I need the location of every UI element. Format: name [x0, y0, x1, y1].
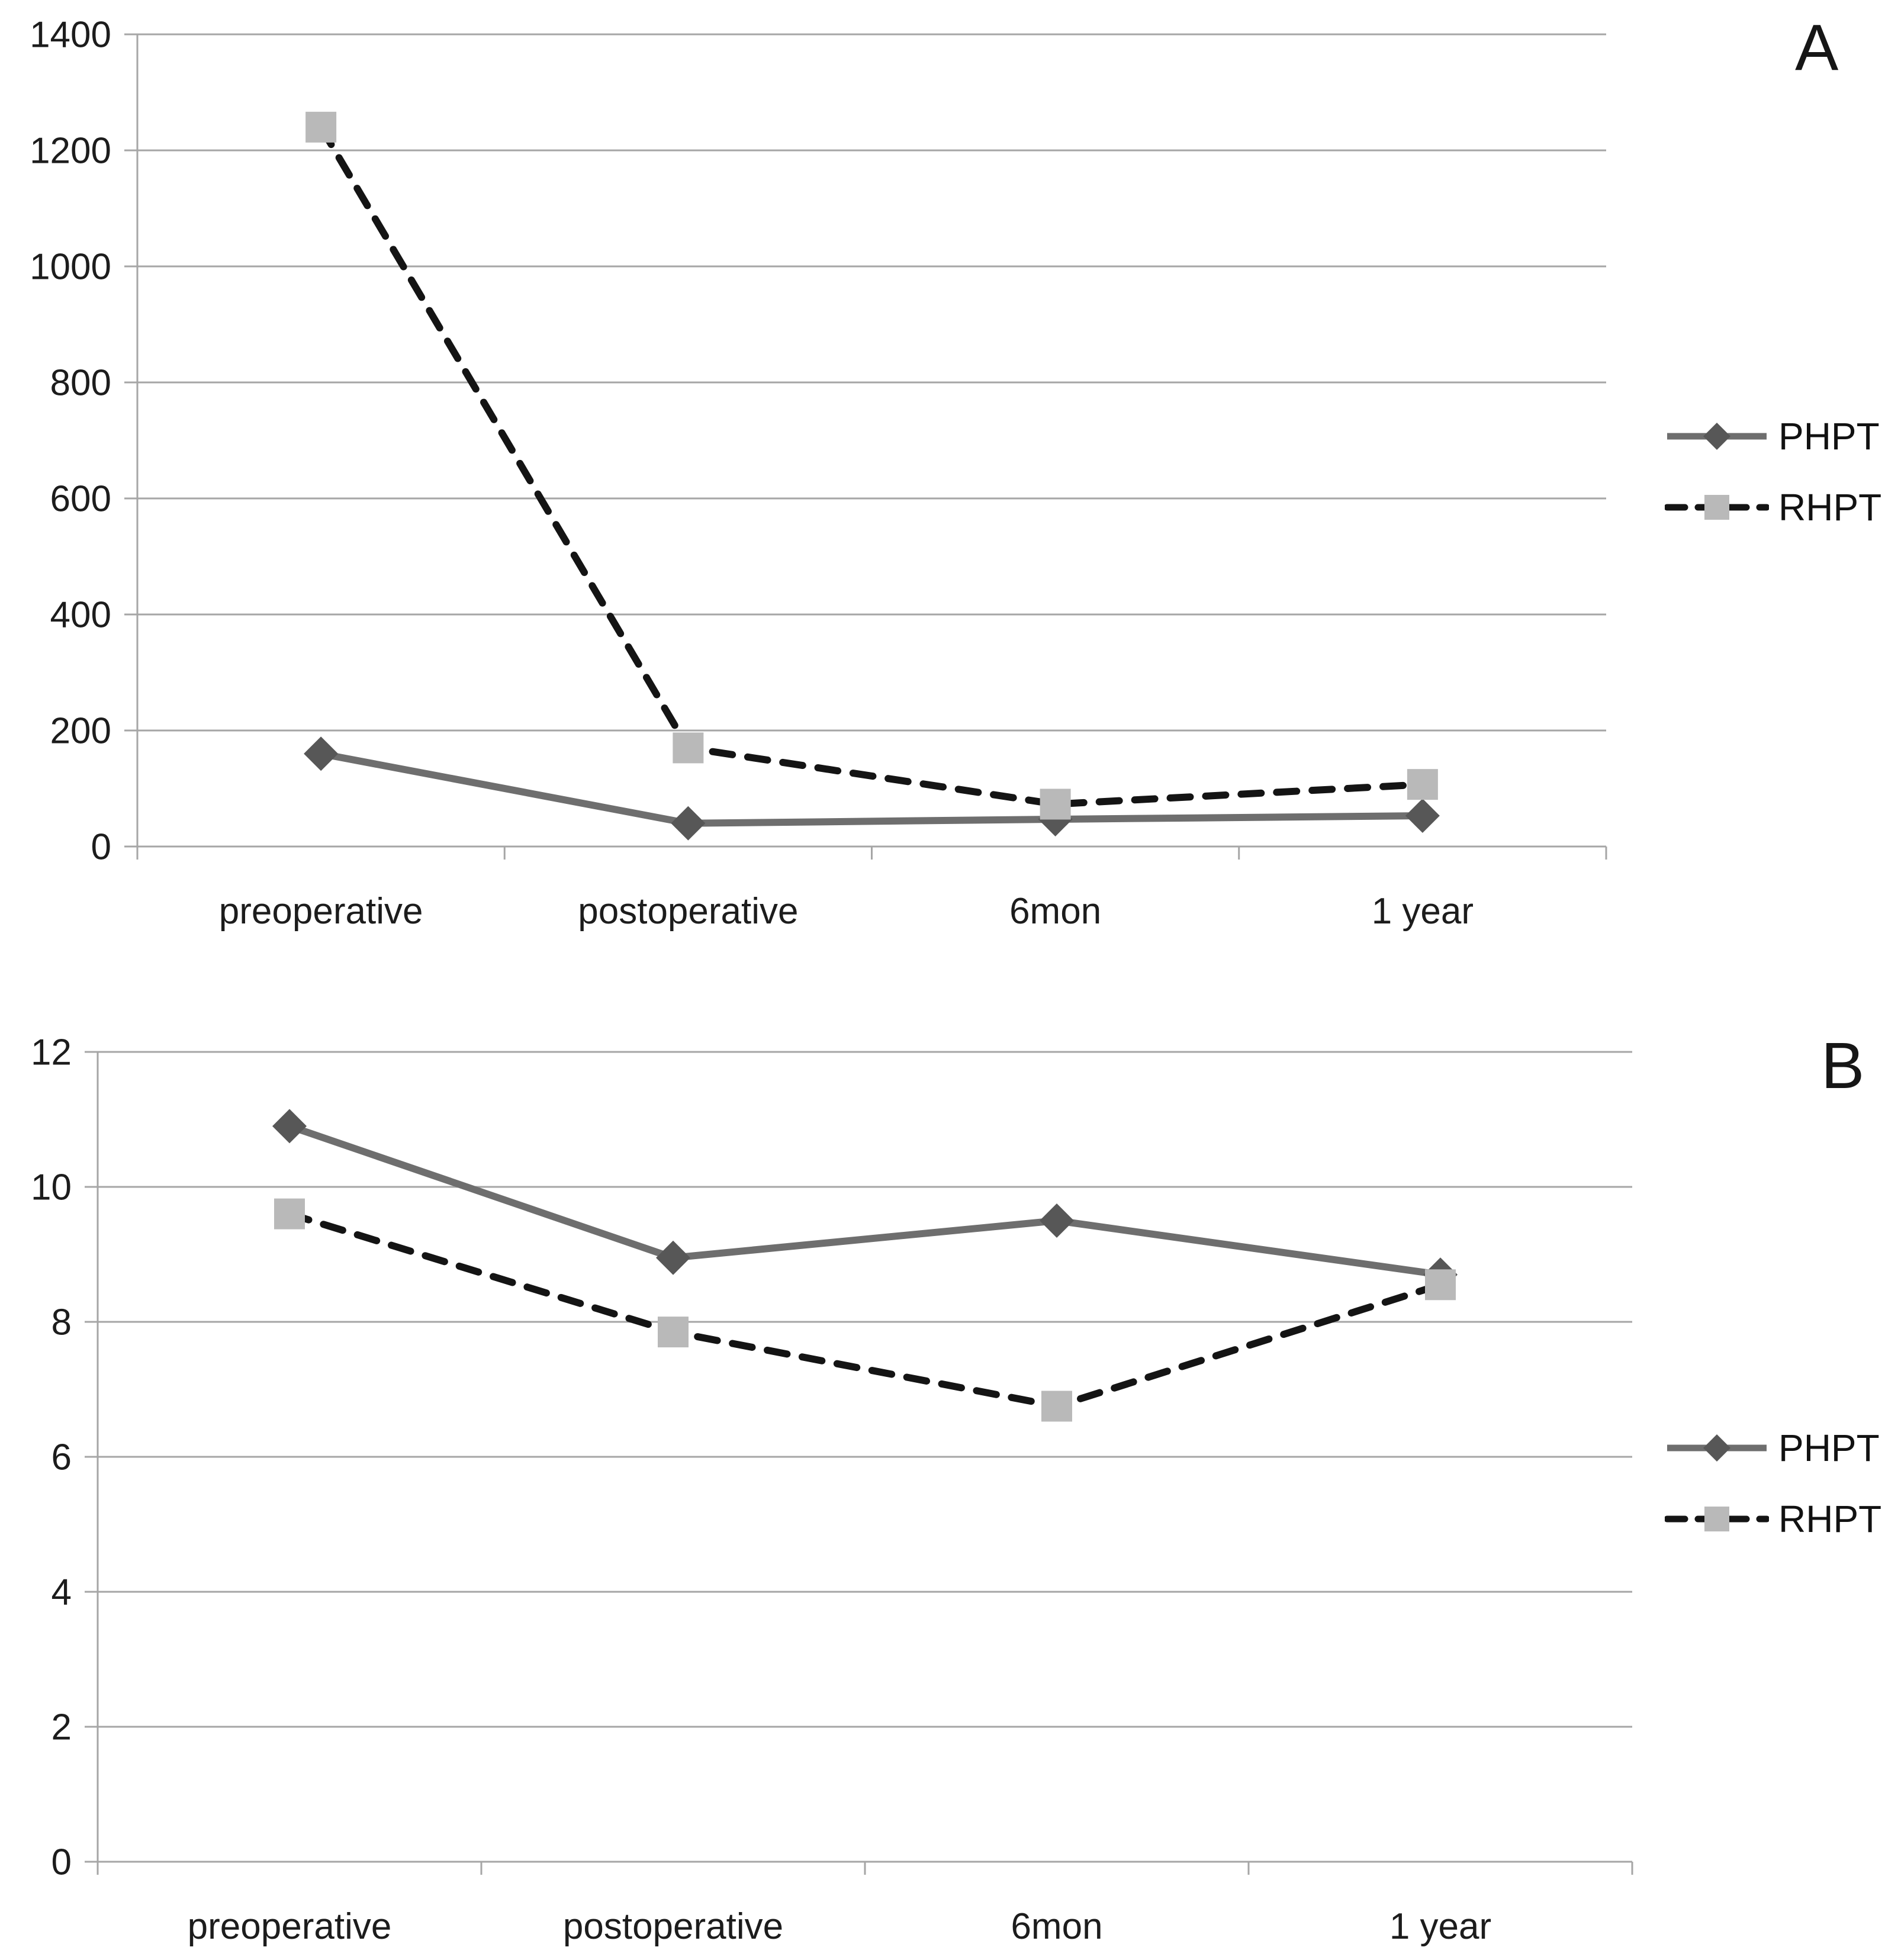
phpt-marker — [272, 1109, 307, 1144]
x-tick-label: preoperative — [188, 1906, 392, 1947]
legend-sample-rhpt — [1665, 1507, 1769, 1531]
legend-label: RHPT — [1778, 486, 1882, 529]
rhpt-marker — [1407, 769, 1438, 800]
phpt-marker — [656, 1240, 690, 1275]
legend-sample-rhpt — [1665, 495, 1769, 520]
rhpt-line — [317, 123, 1426, 808]
phpt-marker — [671, 806, 706, 841]
x-tick-label: 6mon — [1009, 891, 1101, 932]
chart-b-legend: PHPT RHPT — [1665, 1412, 1881, 1555]
legend-label: RHPT — [1778, 1498, 1882, 1540]
y-tick-label: 200 — [50, 711, 111, 752]
rhpt-legend-marker — [1704, 495, 1729, 520]
y-tick-label: 600 — [50, 479, 111, 520]
y-tick-label: 400 — [50, 595, 111, 636]
panel-b-letter: B — [1821, 1029, 1865, 1102]
legend-entry-rhpt: RHPT — [1665, 472, 1881, 543]
x-tick-label: postoperative — [563, 1906, 783, 1947]
x-tick-label: postoperative — [578, 891, 798, 932]
rhpt-legend-marker — [1704, 1507, 1729, 1531]
phpt-line — [288, 1122, 1441, 1279]
x-tick-label: 1 year — [1389, 1906, 1491, 1947]
y-tick-label: 1000 — [30, 247, 111, 288]
legend-sample-phpt — [1667, 1434, 1767, 1462]
y-tick-label: 0 — [52, 1842, 72, 1883]
y-tick-label: 2 — [52, 1707, 72, 1748]
rhpt-marker — [673, 732, 704, 764]
chart-a-legend: PHPT RHPT — [1665, 401, 1881, 543]
y-tick-label: 800 — [50, 363, 111, 404]
phpt-legend-marker — [1703, 423, 1730, 450]
legend-entry-phpt: PHPT — [1665, 1412, 1881, 1483]
x-tick-label: preoperative — [219, 891, 423, 932]
phpt-marker — [1405, 799, 1440, 833]
rhpt-marker — [1041, 1391, 1072, 1422]
phpt-marker — [304, 736, 339, 771]
y-tick-label: 12 — [31, 1032, 72, 1073]
panel-a-letter: A — [1795, 11, 1839, 84]
y-tick-label: 1400 — [30, 15, 111, 56]
rhpt-marker — [1040, 788, 1071, 820]
x-tick-label: 1 year — [1372, 891, 1474, 932]
y-tick-label: 0 — [91, 827, 111, 868]
rhpt-marker — [274, 1198, 305, 1230]
rhpt-marker — [305, 111, 337, 143]
phpt-legend-marker — [1703, 1434, 1730, 1462]
rhpt-marker — [1425, 1269, 1456, 1301]
rhpt-line — [286, 1210, 1444, 1410]
phpt-marker — [1040, 1203, 1074, 1238]
legend-label: PHPT — [1778, 1427, 1880, 1469]
phpt-line — [320, 750, 1423, 827]
legend-label: PHPT — [1778, 415, 1880, 458]
y-tick-label: 8 — [52, 1302, 72, 1343]
y-tick-label: 6 — [52, 1437, 72, 1478]
rhpt-marker — [658, 1317, 689, 1348]
y-tick-label: 4 — [52, 1572, 72, 1613]
legend-sample-phpt — [1667, 423, 1767, 450]
legend-entry-rhpt: RHPT — [1665, 1483, 1881, 1555]
y-tick-label: 10 — [31, 1167, 72, 1208]
y-tick-label: 1200 — [30, 131, 111, 172]
x-tick-label: 6mon — [1011, 1906, 1102, 1947]
legend-entry-phpt: PHPT — [1665, 401, 1881, 472]
